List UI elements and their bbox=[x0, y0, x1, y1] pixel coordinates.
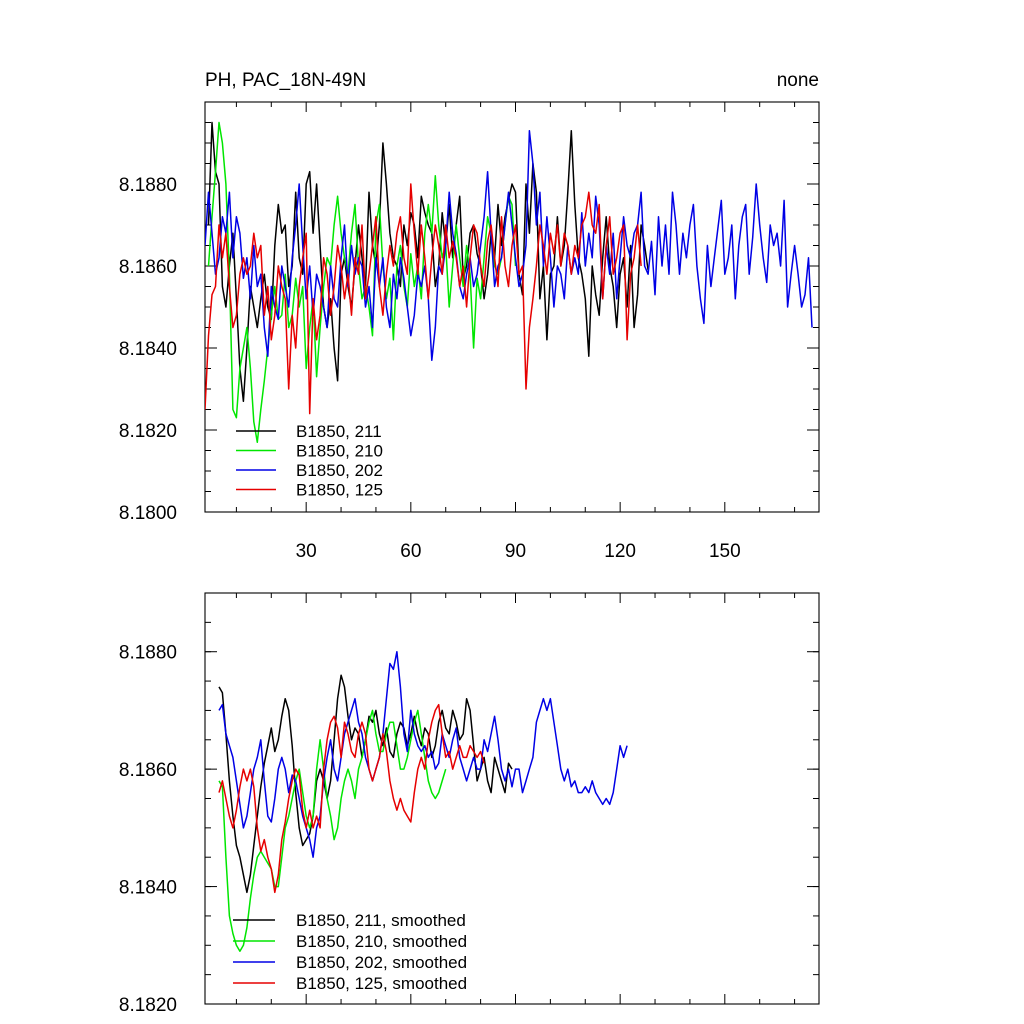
legend-label: B1850, 211 bbox=[296, 422, 382, 441]
x-tick-label: 150 bbox=[709, 541, 741, 562]
legend-label: B1850, 210 bbox=[296, 442, 383, 461]
y-tick-label: 8.1800 bbox=[119, 503, 177, 524]
series-line-3 bbox=[205, 129, 813, 362]
y-tick-label: 8.1860 bbox=[119, 760, 177, 781]
x-tick-label: 120 bbox=[604, 541, 636, 562]
y-tick-label: 8.1840 bbox=[119, 339, 177, 360]
legend-label: B1850, 211, smoothed bbox=[296, 911, 466, 930]
y-tick-label: 8.1880 bbox=[119, 643, 177, 664]
top-panel: 30 60 90 120 150 8.1800 8.1820 8.1840 8.1860 8.18… bbox=[119, 101, 820, 562]
y-tick-label: 8.1880 bbox=[119, 175, 177, 196]
chart-title-right: none bbox=[777, 70, 819, 91]
series-line-3 bbox=[218, 650, 628, 858]
chart-title: PH, PAC_18N-49N bbox=[205, 70, 366, 91]
y-tick-label: 8.1820 bbox=[119, 995, 177, 1016]
legend-label: B1850, 202 bbox=[296, 461, 383, 480]
legend-label: B1850, 125 bbox=[296, 481, 383, 500]
y-tick-label: 8.1820 bbox=[119, 421, 177, 442]
x-tick-label: 90 bbox=[505, 541, 526, 562]
y-tick-label: 8.1860 bbox=[119, 257, 177, 278]
legend-label: B1850, 125, smoothed bbox=[296, 974, 467, 993]
legend-label: B1850, 202, smoothed bbox=[296, 953, 467, 972]
series-line-4 bbox=[218, 703, 485, 894]
y-tick-label: 8.1840 bbox=[119, 878, 177, 899]
x-tick-label: 60 bbox=[400, 541, 421, 562]
series-line-4 bbox=[205, 183, 642, 415]
series-line-1 bbox=[207, 121, 649, 403]
series-line-2 bbox=[218, 709, 447, 952]
legend-label: B1850, 210, smoothed bbox=[296, 932, 467, 951]
x-tick-label: 30 bbox=[296, 541, 317, 562]
bottom-panel: 8.1820 8.1840 8.1860 8.1880 B1850, 211, smoo… bbox=[119, 592, 820, 1016]
